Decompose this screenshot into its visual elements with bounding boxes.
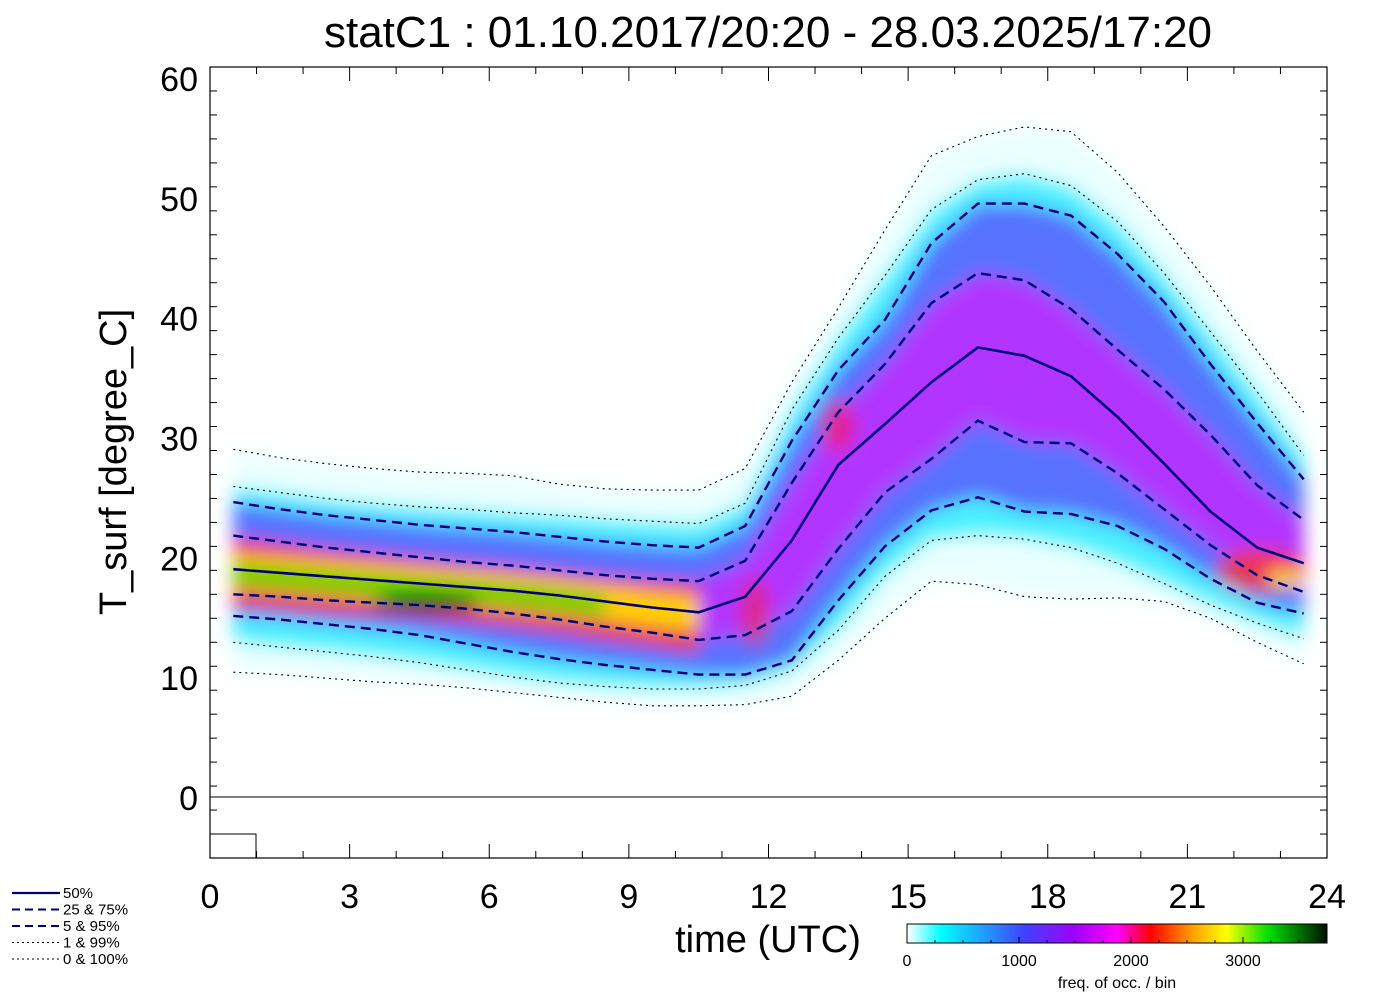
series-line-0pct (233, 580, 1304, 707)
series-line-25pct (233, 419, 1305, 642)
y-tick-label: 20 (160, 540, 198, 578)
colorbar-tick-label: 0 (903, 953, 912, 970)
series-line-75pct (233, 271, 1305, 583)
density-morning-red (822, 400, 855, 453)
series-line-99pct (233, 173, 1305, 525)
colorbar-tick-label: 1000 (1001, 953, 1037, 970)
x-tick-label: 18 (1029, 878, 1067, 916)
colorbar-gradient (906, 923, 1328, 944)
chart-title: statC1 : 01.10.2017/20:20 - 28.03.2025/1… (324, 8, 1212, 57)
colorbar-tick-label: 2000 (1113, 953, 1149, 970)
legend: 50%25 & 75%5 & 95%1 & 99%0 & 100% (12, 885, 128, 968)
x-tick-label: 9 (619, 878, 638, 916)
x-axis-label: time (UTC) (675, 919, 861, 961)
density-peak (369, 594, 480, 611)
density-evening-yellow (1267, 569, 1304, 588)
density-transition (740, 577, 769, 648)
y-axis-label: T_surf [degree_C] (93, 309, 135, 615)
legend-label: 50% (63, 885, 93, 902)
y-tick-label: 60 (160, 61, 198, 99)
y-tick-label: 30 (160, 421, 198, 459)
legend-label: 25 & 75% (63, 902, 128, 919)
corner-marker (210, 833, 257, 858)
density-shading (233, 126, 1307, 706)
series-line-5pct (233, 496, 1304, 676)
x-tick-label: 0 (201, 878, 220, 916)
plot-frame (209, 66, 1328, 859)
x-tick-labels: 0 3 6 9 12 15 18 21 24 (201, 878, 1346, 916)
colorbar-tick-label: 3000 (1225, 953, 1261, 970)
legend-label: 0 & 100% (63, 951, 128, 968)
y-tick-label: 50 (160, 181, 198, 219)
legend-label: 1 & 99% (63, 935, 120, 952)
y-axis-ticks (210, 90, 1327, 859)
colorbar-label: freq. of occ. / bin (1058, 975, 1176, 992)
colorbar: 0 1000 2000 3000 freq. of occ. / bin (903, 923, 1328, 992)
y-tick-label: 40 (160, 301, 198, 339)
density-layers (233, 126, 1307, 706)
series-line-50pct (233, 346, 1305, 614)
y-tick-label: 10 (160, 660, 198, 698)
y-tick-label: 0 (179, 780, 198, 818)
percentile-lines (233, 126, 1305, 707)
density-band-25-75 (233, 273, 1304, 640)
y-tick-labels: 0 10 20 30 40 50 60 (160, 61, 198, 818)
x-tick-label: 15 (889, 878, 927, 916)
x-tick-label: 12 (750, 878, 788, 916)
colorbar-ticks: 0 1000 2000 3000 (903, 937, 1328, 970)
series-line-95pct (233, 202, 1305, 549)
x-tick-label: 6 (480, 878, 499, 916)
legend-label: 5 & 95% (63, 918, 120, 935)
x-tick-label: 3 (340, 878, 359, 916)
x-tick-label: 24 (1308, 878, 1346, 916)
x-tick-label: 21 (1168, 878, 1206, 916)
